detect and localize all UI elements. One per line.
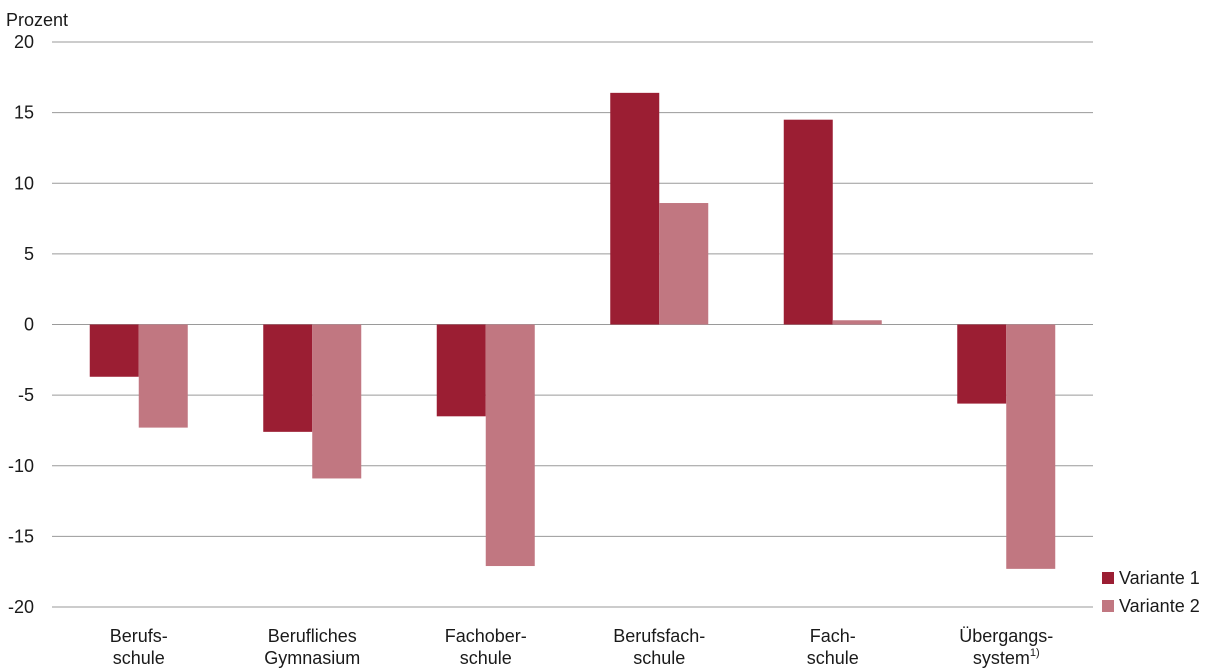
y-tick-label: -5: [18, 385, 34, 405]
y-tick-label: 0: [24, 315, 34, 335]
bar-variante-2-0: [138, 324, 188, 428]
bars: [89, 92, 1056, 569]
x-category-label: Berufs-schule: [110, 626, 168, 668]
legend: Variante 1 Variante 2: [1102, 568, 1200, 616]
bar-variante-1-2: [436, 324, 486, 417]
x-category-label-line: system: [973, 648, 1030, 668]
legend-label: Variante 2: [1119, 596, 1200, 616]
x-category-label: Fach-schule: [807, 626, 859, 668]
y-tick-label: 20: [14, 32, 34, 52]
bar-variante-1-1: [263, 324, 313, 432]
legend-swatch: [1102, 600, 1114, 612]
bar-variante-1-3: [610, 92, 660, 325]
x-category-label-line: schule: [460, 648, 512, 668]
y-tick-label: -15: [8, 526, 34, 546]
bar-variante-2-4: [832, 320, 882, 325]
y-tick-label: 10: [14, 173, 34, 193]
x-category-label-line: Übergangs-: [959, 626, 1053, 646]
x-category-label-line: Berufsfach-: [613, 626, 705, 646]
bar-variante-2-5: [1006, 324, 1056, 569]
y-tick-labels: 20 15 10 5 0 -5 -10 -15 -20: [8, 32, 34, 617]
bar-variante-1-4: [783, 119, 833, 325]
y-axis-title: Prozent: [6, 10, 68, 30]
x-category-label-line: Fachober-: [445, 626, 527, 646]
y-tick-label: -20: [8, 597, 34, 617]
bar-variante-1-0: [89, 324, 139, 377]
x-category-label: Fachober-schule: [445, 626, 527, 668]
x-category-label: Übergangs-system1): [959, 626, 1053, 668]
x-category-label-line: schule: [113, 648, 165, 668]
x-category-label-line: Gymnasium: [264, 648, 360, 668]
bar-variante-2-1: [312, 324, 362, 479]
legend-label: Variante 1: [1119, 568, 1200, 588]
x-category-label-line: schule: [807, 648, 859, 668]
x-category-label: Berufliches Gymnasium: [264, 626, 360, 668]
legend-swatch: [1102, 572, 1114, 584]
x-category-label-line: Berufs-: [110, 626, 168, 646]
bar-variante-1-5: [957, 324, 1007, 404]
x-category-label-line: schule: [633, 648, 685, 668]
x-category-label-line: Fach-: [810, 626, 856, 646]
gridlines: [52, 41, 1093, 608]
bar-variante-2-2: [485, 324, 535, 567]
y-tick-label: 5: [24, 244, 34, 264]
footnote-marker: 1): [1030, 647, 1040, 659]
y-tick-label: 15: [14, 103, 34, 123]
x-category-label: Berufsfach-schule: [613, 626, 705, 668]
y-tick-label: -10: [8, 456, 34, 476]
bar-variante-2-3: [659, 203, 709, 325]
category-labels: Berufs-schule Berufliches Gymnasium Fachobe…: [110, 626, 1054, 668]
legend-item-variante-1: Variante 1: [1102, 568, 1200, 588]
x-category-label-line: Berufliches: [268, 626, 357, 646]
legend-item-variante-2: Variante 2: [1102, 596, 1200, 616]
